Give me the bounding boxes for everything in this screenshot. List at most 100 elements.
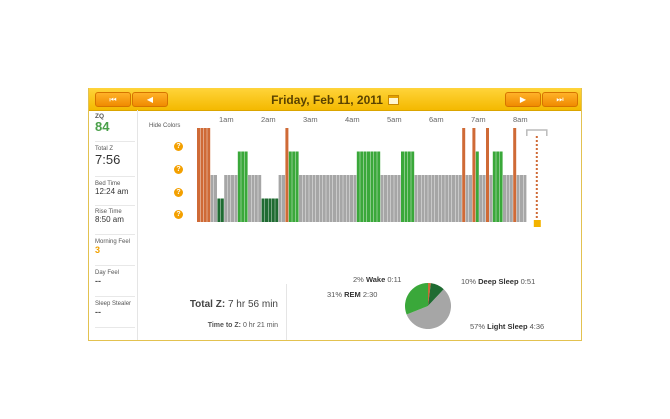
pie-label-light: 57% Light Sleep 4:36 [470,322,544,331]
hypnogram-bar-deep [265,198,268,222]
light-help-icon[interactable]: ? [174,188,183,197]
hypnogram-bar-light [309,175,313,222]
hypnogram-bar-deep [268,198,272,222]
sleep-stealer-block[interactable]: Sleep Stealer -- [95,301,135,328]
hypnogram-bar-rem [288,151,292,222]
hypnogram-bar-light [523,175,527,222]
hypnogram-bar-wake [462,128,466,222]
zq-value: 84 [95,119,110,134]
hypnogram-bar-light [251,175,255,222]
time-to-z-label: Time to Z: [207,322,242,329]
hypnogram-bar-light [326,175,330,222]
sleep-stealer-label: Sleep Stealer [95,301,132,307]
pie-slice-wake [428,283,431,306]
hypnogram-bar-rem [370,151,374,222]
hypnogram-bar-light [448,175,452,222]
hypnogram-chart [197,128,548,227]
hypnogram-bar-light [455,175,459,222]
hour-label-1am: 1am [219,115,234,124]
hypnogram-bar-wake [203,128,207,222]
legend-wake-button[interactable]: Wake [148,143,166,150]
hypnogram-bar-light [333,175,336,222]
light-time: 4:36 [529,322,545,331]
hypnogram-bar-deep [271,198,275,222]
hypnogram-bar-light [224,175,228,222]
deep-help-icon[interactable]: ? [174,210,183,219]
total-z-summary-value: 7 hr 56 min [227,299,278,310]
hypnogram-bar-rem [404,151,408,222]
calendar-icon[interactable] [387,94,399,105]
total-z-label: Total Z [95,146,114,152]
hypnogram-bar-light [503,175,506,222]
hypnogram-bar-deep [275,198,279,222]
pie-slice-light-sleep [406,289,452,330]
hypnogram-bar-light [346,175,350,222]
rem-time: 2:30 [362,290,378,299]
hour-label-2am: 2am [261,115,276,124]
hypnogram-bar-rem [363,151,367,222]
sleep-report-panel: ⏮ ◀ Friday, Feb 11, 2011 ▶ ⏭ ZQ 84 Total… [88,88,582,341]
deep-pct: 10% [461,277,477,286]
hypnogram-bar-light [248,175,251,222]
hypnogram-bar-light [516,175,520,222]
pie-label-deep: 10% Deep Sleep 0:51 [461,277,535,286]
pie-label-rem: 31% REM 2:30 [327,290,377,299]
hypnogram-bar-rem [244,151,248,222]
hypnogram-bar-light [336,175,340,222]
previous-night-button[interactable]: ◀ [132,92,168,107]
bed-time-value: 12:24 am [95,187,129,196]
hypnogram-bar-light [214,175,217,222]
hypnogram-bar-light [343,175,347,222]
rise-time-label: Rise Time [95,209,122,215]
hypnogram-bar-light [520,175,523,222]
hypnogram-bar-rem [401,151,404,222]
hypnogram-bar-light [312,175,316,222]
hypnogram-bar-light [350,175,353,222]
hypnogram-bar-light [319,175,323,222]
hypnogram-bar-rem [377,151,381,222]
hypnogram-bar-rem [360,151,364,222]
zq-label: ZQ [95,113,105,120]
hypnogram-bar-wake [472,128,476,222]
hypnogram-bar-rem [492,151,496,222]
hypnogram-bar-light [489,175,493,222]
rem-pct: 31% [327,290,343,299]
legend-light-button[interactable]: Light [149,189,165,196]
morning-feel-block[interactable]: Morning Feel 3 [95,239,135,266]
alarm-marker-icon[interactable] [533,220,541,227]
legend-rem-button[interactable]: REM [149,166,165,173]
hide-colors-link[interactable]: Hide Colors [149,123,181,129]
first-night-button[interactable]: ⏮ [95,92,131,107]
hypnogram-bar-light [414,175,418,222]
hour-label-7am: 7am [471,115,486,124]
hypnogram-bar-rem [496,151,500,222]
pie-slice-rem [405,283,428,315]
hypnogram-bar-light [302,175,306,222]
next-night-button[interactable]: ▶ [505,92,541,107]
hypnogram-bar-light [431,175,435,222]
hypnogram-bar-rem [356,151,360,222]
wake-name: Wake [365,275,386,284]
hypnogram-bar-wake [513,128,517,222]
rem-help-icon[interactable]: ? [174,165,183,174]
hypnogram-bar-light [421,175,425,222]
hypnogram-bar-rem [237,151,241,222]
hypnogram-bar-light [452,175,455,222]
wake-pct: 2% [353,275,364,284]
rise-time-value: 8:50 am [95,215,124,224]
hypnogram-bar-rem [475,151,479,222]
summary-stats: Total Z: 7 hr 56 min Time to Z: 0 hr 21 … [184,284,287,340]
bed-time-block: Bed Time 12:24 am [95,181,135,206]
hypnogram-bar-light [278,175,282,222]
hypnogram-bar-light [210,175,214,222]
hour-label-5am: 5am [387,115,402,124]
day-feel-block[interactable]: Day Feel -- [95,270,135,297]
sleep-stealer-value: -- [95,307,101,317]
hypnogram-bar-light [458,175,462,222]
hypnogram-bar-light [394,175,398,222]
legend-deep-button[interactable]: Deep [148,211,166,218]
wake-help-icon[interactable]: ? [174,142,183,151]
last-night-button[interactable]: ⏭ [542,92,578,107]
hypnogram-bar-light [322,175,326,222]
hypnogram-bar-light [424,175,428,222]
